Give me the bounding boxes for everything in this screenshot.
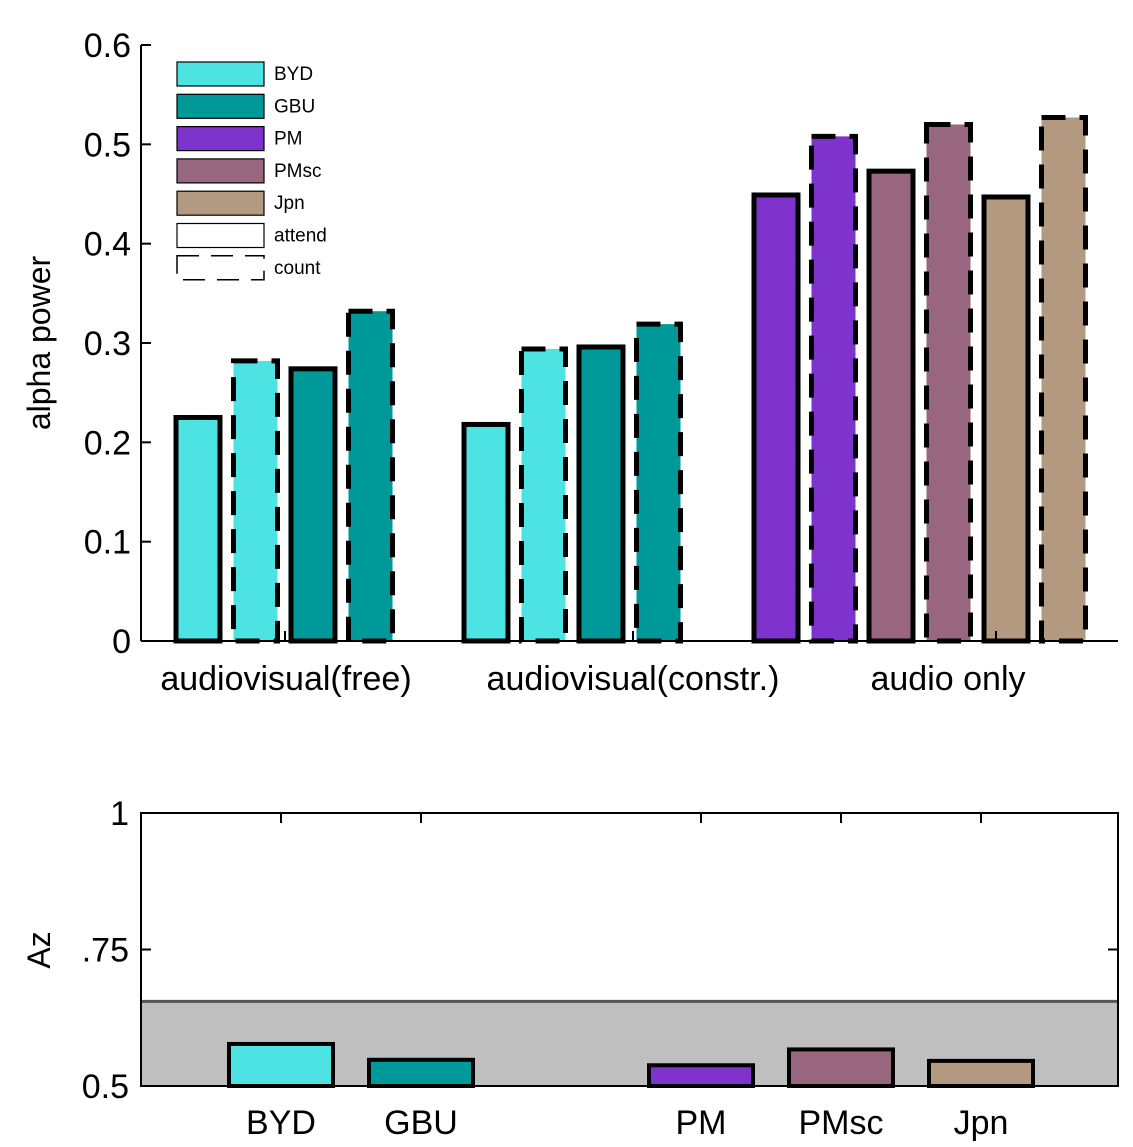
- bar-audio-only-jpn-count: [1039, 115, 1088, 644]
- az-bar-gbu: [367, 1057, 475, 1088]
- az-bar-pmsc: [787, 1047, 895, 1088]
- bar-audiovisual-constr-gbu-attend: [576, 344, 626, 644]
- legend-label-pm: PM: [274, 129, 303, 150]
- bar-audiovisual-free-gbu-count: [346, 308, 395, 644]
- legend-swatch-pm: [176, 125, 265, 152]
- bar-audio-only-pmsc-count: [924, 121, 973, 644]
- legend-label-pmsc: PMsc: [274, 161, 322, 182]
- bar-audiovisual-free-gbu-attend: [288, 366, 338, 644]
- az-bar-jpn: [927, 1058, 1035, 1089]
- x-tick-label-gbu: GBU: [384, 1104, 458, 1142]
- az-axes: 0.5 .75 1 BYD GBU PM PMsc Jpn: [82, 795, 1119, 1142]
- alpha-power-chart: 0 0.1 0.2 0.3 0.4 0.5 0.6 audiovisual(free) audi…: [21, 27, 1118, 698]
- y-tick-label: 0.6: [84, 27, 131, 65]
- bar-audiovisual-constr-gbu-count: [634, 321, 683, 644]
- legend-label-jpn: Jpn: [274, 193, 305, 214]
- legend-swatch-byd: [176, 61, 265, 87]
- bar-audiovisual-constr-byd-count: [519, 346, 568, 644]
- y-tick-label: 1: [110, 795, 129, 833]
- y-tick-label: 0.4: [84, 226, 131, 264]
- legend-swatch-jpn: [176, 190, 265, 216]
- az-chart: 0.5 .75 1 BYD GBU PM PMsc Jpn Az: [21, 795, 1119, 1142]
- alpha-power-axes: 0 0.1 0.2 0.3 0.4 0.5 0.6 audiovisual(free) audi…: [84, 27, 1118, 698]
- x-tick-label-jpn: Jpn: [954, 1104, 1009, 1142]
- legend: BYD GBU PM PMsc Jpn attend count: [176, 61, 327, 281]
- y-axis-title: Az: [21, 931, 57, 968]
- az-bar-byd: [227, 1041, 335, 1089]
- group-label-audiovisual-free: audiovisual(free): [160, 660, 411, 698]
- bar-audiovisual-free-byd-attend: [173, 415, 223, 644]
- y-tick-label: 0.1: [84, 524, 131, 562]
- y-tick-label: 0: [112, 623, 131, 661]
- bar-audio-only-pm-count: [809, 133, 858, 644]
- x-tick-label-pmsc: PMsc: [799, 1104, 884, 1142]
- alpha-power-bars: [173, 115, 1088, 644]
- x-tick-label-byd: BYD: [246, 1104, 316, 1142]
- group-label-audiovisual-constr: audiovisual(constr.): [487, 660, 780, 698]
- bar-audiovisual-free-byd-count: [231, 358, 280, 644]
- legend-swatch-gbu: [176, 93, 265, 119]
- y-tick-label: 0.2: [84, 424, 131, 462]
- legend-label-count: count: [274, 258, 321, 279]
- bar-audio-only-jpn-attend: [981, 194, 1031, 644]
- y-tick-label: 0.5: [82, 1068, 129, 1106]
- legend-label-attend: attend: [274, 226, 327, 247]
- bar-audio-only-pmsc-attend: [866, 168, 916, 644]
- legend-label-byd: BYD: [274, 64, 313, 85]
- legend-swatch-attend: [176, 222, 265, 249]
- legend-swatch-count: [176, 255, 265, 281]
- x-tick-label-pm: PM: [676, 1104, 727, 1142]
- legend-label-gbu: GBU: [274, 96, 315, 117]
- az-bars: [227, 1041, 1035, 1089]
- legend-swatch-pmsc: [176, 158, 265, 184]
- az-bar-pm: [647, 1063, 755, 1088]
- y-tick-label: 0.3: [84, 325, 131, 363]
- group-label-audio-only: audio only: [870, 660, 1025, 698]
- y-axis-title: alpha power: [21, 255, 57, 430]
- bar-audiovisual-constr-byd-attend: [461, 421, 511, 644]
- y-tick-label: 0.5: [84, 126, 131, 164]
- bar-audio-only-pm-attend: [751, 192, 801, 644]
- y-tick-label: .75: [82, 932, 129, 970]
